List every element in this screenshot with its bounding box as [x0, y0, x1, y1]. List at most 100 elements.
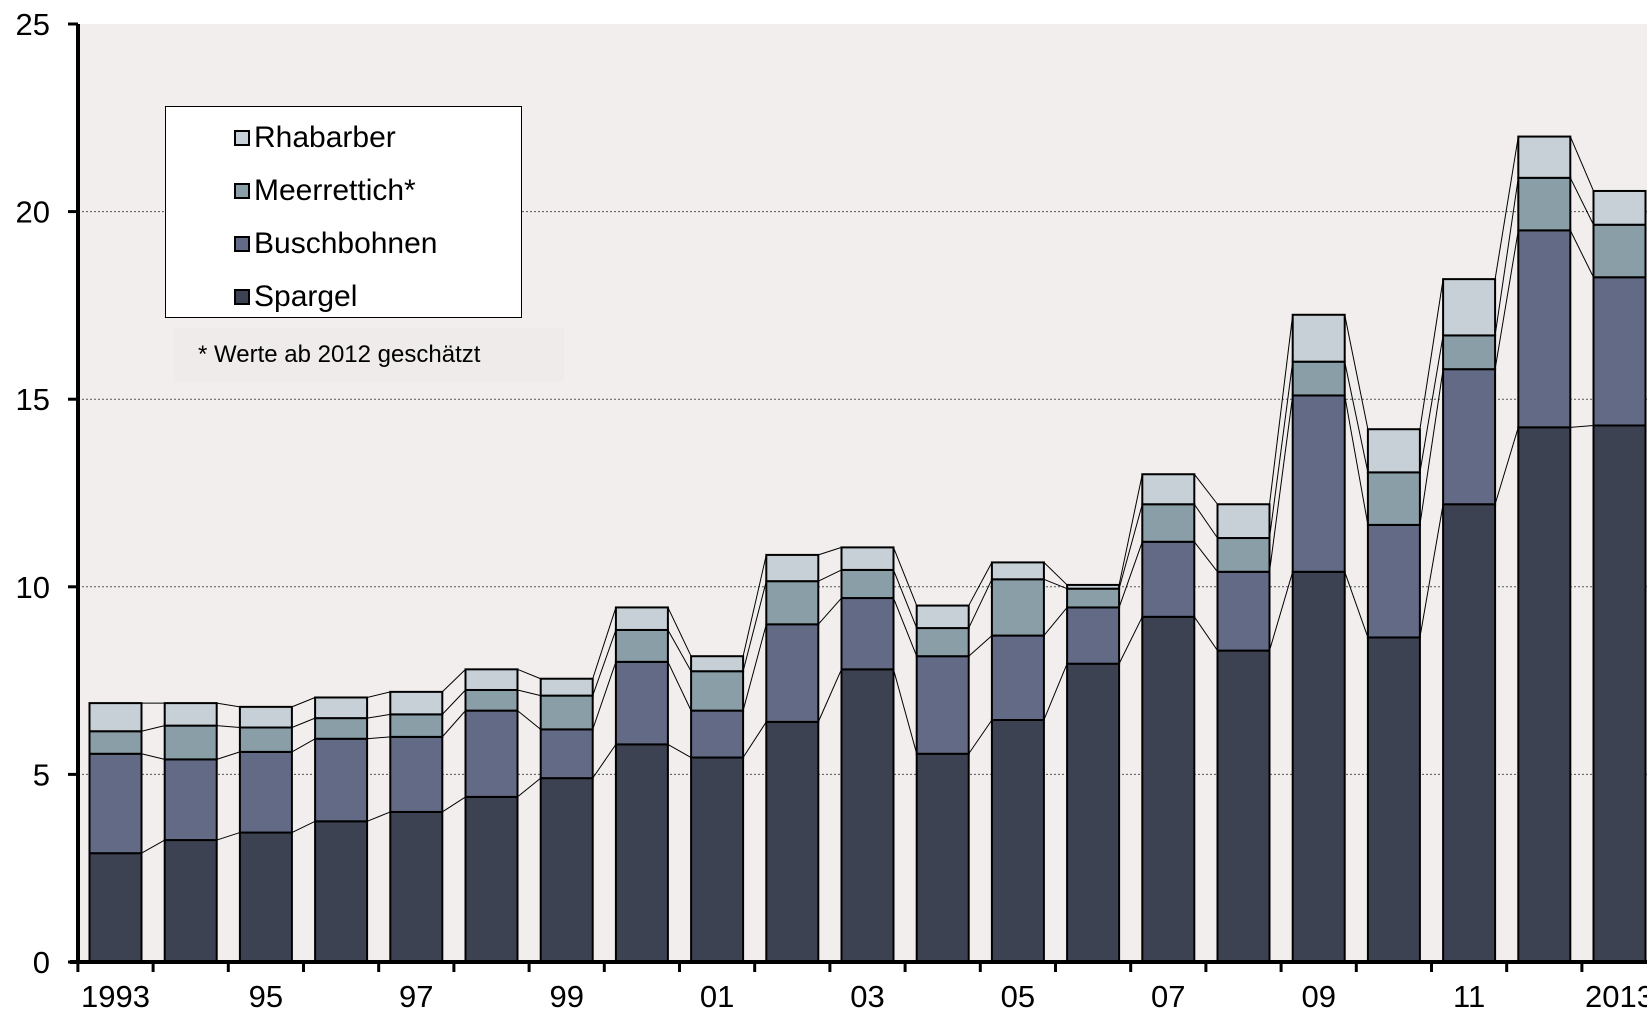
- bar-segment-buschbohnen: [163, 758, 218, 842]
- connector-line: [291, 717, 316, 728]
- bar-segment-buschbohnen: [614, 660, 669, 746]
- connector-line: [1344, 395, 1369, 525]
- bar-segment-meerrettich: [389, 713, 444, 738]
- bar-segment-spargel: [990, 718, 1045, 963]
- connector-line: [817, 669, 842, 723]
- connector-line: [1193, 473, 1218, 505]
- connector-line: [366, 811, 391, 822]
- x-tick-label: 03: [850, 979, 884, 1013]
- connector-line: [1570, 424, 1594, 428]
- bar-segment-spargel: [765, 720, 820, 964]
- bar-segment-meerrettich: [1517, 176, 1572, 232]
- bar-segment-buschbohnen: [88, 752, 143, 855]
- x-tick-label: 97: [399, 979, 433, 1013]
- connector-line: [893, 669, 918, 754]
- bar-segment-spargel: [614, 743, 669, 963]
- connector-line: [667, 743, 692, 758]
- bar-segment-spargel: [840, 668, 895, 963]
- bar-segment-buschbohnen: [1291, 394, 1346, 573]
- connector-line: [517, 710, 542, 730]
- bar-segment-meerrettich: [1291, 360, 1346, 397]
- bar-segment-meerrettich: [765, 580, 820, 626]
- x-tick-label: 99: [549, 979, 583, 1013]
- bar-segment-meerrettich: [690, 670, 745, 712]
- connector-line: [818, 546, 842, 556]
- bar-segment-rhabarber: [1291, 313, 1346, 363]
- connector-line: [517, 689, 541, 697]
- x-tick-label: 1993: [81, 979, 150, 1013]
- connector-line: [1344, 314, 1369, 430]
- bar-segment-spargel: [1442, 503, 1497, 963]
- connector-line: [1269, 314, 1294, 505]
- connector-line: [1269, 361, 1294, 539]
- connector-line: [1494, 136, 1519, 280]
- connector-line: [1118, 616, 1143, 664]
- bar-segment-buschbohnen: [915, 655, 970, 755]
- connector-line: [291, 697, 316, 708]
- bar-segment-meerrettich: [539, 694, 594, 731]
- connector-line: [667, 629, 692, 672]
- bar-segment-spargel: [1517, 426, 1572, 963]
- bar-segment-rhabarber: [238, 705, 293, 729]
- connector-line: [742, 624, 767, 711]
- connector-line: [817, 597, 842, 625]
- bar-segment-spargel: [1592, 424, 1647, 963]
- bar-segment-rhabarber: [1442, 278, 1497, 337]
- bar-segment-rhabarber: [1141, 473, 1196, 506]
- bar-segment-rhabarber: [915, 604, 970, 630]
- connector-line: [441, 689, 466, 715]
- bar-segment-rhabarber: [1066, 583, 1121, 590]
- bar-segment-buschbohnen: [389, 735, 444, 813]
- connector-line: [968, 635, 993, 657]
- y-tick-label: 0: [33, 945, 50, 980]
- bar-segment-rhabarber: [464, 668, 519, 691]
- connector-line: [1419, 504, 1444, 638]
- connector-line: [367, 713, 391, 719]
- bar-segment-buschbohnen: [314, 737, 369, 823]
- x-tick-label: 01: [700, 979, 734, 1013]
- x-tick-label: 07: [1151, 979, 1185, 1013]
- bar-segment-meerrettich: [840, 568, 895, 600]
- bar-segment-rhabarber: [765, 553, 820, 583]
- bar-segment-meerrettich: [88, 730, 143, 755]
- connector-line: [1118, 541, 1143, 608]
- legend-swatch: [234, 236, 250, 252]
- footnote-text: * Werte ab 2012 geschätzt: [198, 341, 481, 368]
- x-tick-label: 09: [1301, 979, 1335, 1013]
- bar-segment-spargel: [238, 831, 293, 964]
- connector-line: [1043, 663, 1068, 721]
- bar-segment-meerrettich: [990, 578, 1045, 637]
- y-axis-tick-labels: 0 5 10 15 20 25: [16, 7, 50, 980]
- bar-segment-buschbohnen: [539, 728, 594, 780]
- connector-line: [517, 668, 541, 680]
- connector-line: [1118, 474, 1143, 586]
- axes: [68, 22, 1647, 972]
- connector-line: [1193, 541, 1218, 573]
- legend: Rhabarber Meerrettich* Buschbohnen Spargel: [165, 106, 522, 318]
- bar-segment-spargel: [389, 810, 444, 963]
- bar-segment-buschbohnen: [1141, 540, 1196, 618]
- bar-segment-meerrettich: [238, 726, 293, 753]
- bar-segment-rhabarber: [1592, 189, 1647, 226]
- bar-segment-rhabarber: [1517, 135, 1572, 179]
- connector-line: [592, 744, 617, 779]
- bar-segment-rhabarber: [88, 702, 143, 733]
- bar-segment-meerrettich: [314, 717, 369, 740]
- y-tick-label: 5: [33, 757, 50, 792]
- connector-line: [441, 668, 466, 693]
- x-axis-tick-labels: 1993 95 97 99 01 03 05 07 09 11 2013: [81, 979, 1647, 1013]
- y-tick-label: 10: [16, 570, 50, 605]
- bar-segment-spargel: [1216, 649, 1271, 963]
- legend-swatch: [234, 289, 250, 305]
- connector-line: [1043, 562, 1068, 586]
- connector-line: [968, 562, 993, 606]
- connector-line: [893, 569, 918, 629]
- bar-segment-spargel: [88, 852, 143, 964]
- bar-segment-buschbohnen: [464, 709, 519, 798]
- bar-segment-buschbohnen: [1216, 570, 1271, 652]
- bar-segment-buschbohnen: [765, 623, 820, 723]
- connector-line: [818, 569, 842, 582]
- bar-segment-buschbohnen: [690, 709, 745, 759]
- connector-line: [742, 581, 767, 672]
